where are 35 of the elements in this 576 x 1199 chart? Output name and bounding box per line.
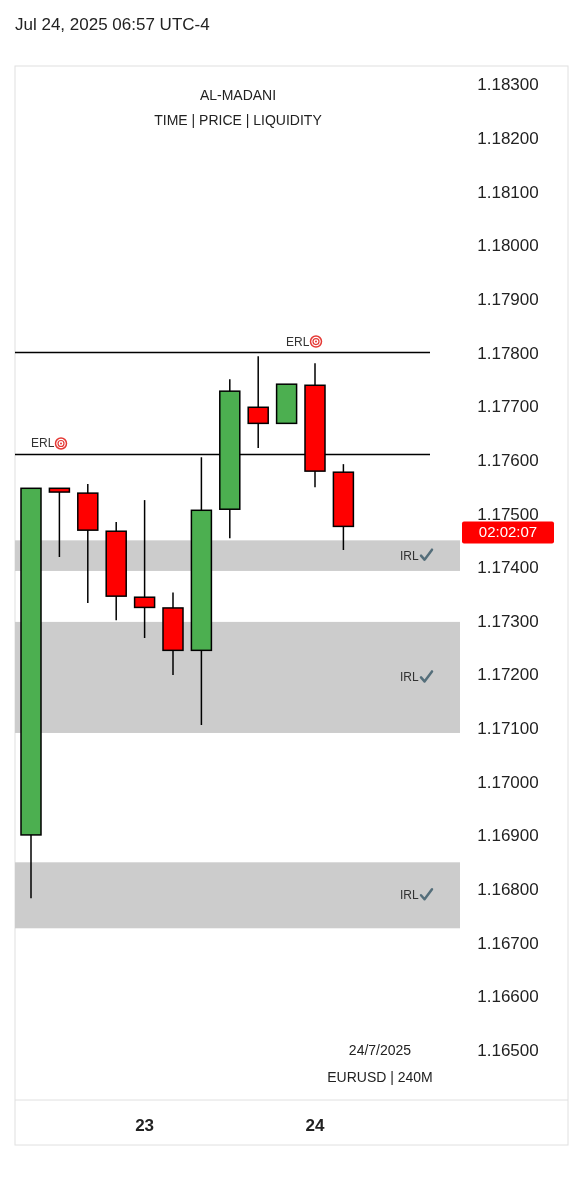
y-tick-label: 1.17200	[477, 665, 539, 685]
y-tick-label: 1.18200	[477, 128, 539, 148]
y-tick-label: 1.17900	[477, 289, 539, 309]
annotation: EURUSD | 240M	[327, 1069, 433, 1085]
text: Jul 24, 2025 06:57 UTC-4	[15, 15, 210, 34]
candlestick	[48, 487, 71, 558]
x-tick-label: 23	[135, 1116, 155, 1135]
y-tick-label: 1.18100	[477, 182, 539, 202]
x-tick-label: 24	[305, 1116, 325, 1135]
annotation: 24/7/2025	[348, 1042, 412, 1058]
y-tick-label: 1.17400	[477, 558, 539, 578]
y-tick-label: 1.16900	[477, 826, 539, 846]
candlestick	[247, 355, 269, 449]
y-tick-label: 1.17100	[477, 719, 539, 739]
text: AL-MADANI	[199, 87, 277, 103]
ref-line-label: ERL	[286, 334, 310, 349]
y-tick-label: 1.18300	[477, 75, 539, 95]
y-tick-label: 1.17700	[477, 397, 539, 417]
y-tick-label: 1.17800	[477, 343, 539, 363]
y-tick-label: 1.16700	[477, 933, 539, 953]
text: 02:02:07	[478, 523, 538, 541]
y-tick-label: 1.16600	[477, 987, 539, 1007]
text: TIME | PRICE | LIQUIDITY	[154, 112, 323, 128]
y-tick-label: 1.17000	[477, 772, 539, 792]
band-label: IRL	[400, 888, 419, 903]
y-tick-label: 1.16500	[477, 1041, 539, 1061]
band-label: IRL	[400, 548, 419, 563]
y-tick-label: 1.17600	[477, 450, 539, 470]
y-tick-label: 1.16800	[477, 880, 539, 900]
ref-line-label: ERL	[31, 436, 55, 451]
y-tick-label: 1.17300	[477, 611, 539, 631]
y-tick-label: 1.18000	[477, 236, 539, 256]
band-label: IRL	[400, 670, 419, 685]
y-tick-label: 1.17500	[477, 504, 539, 524]
candlestick	[133, 499, 156, 639]
